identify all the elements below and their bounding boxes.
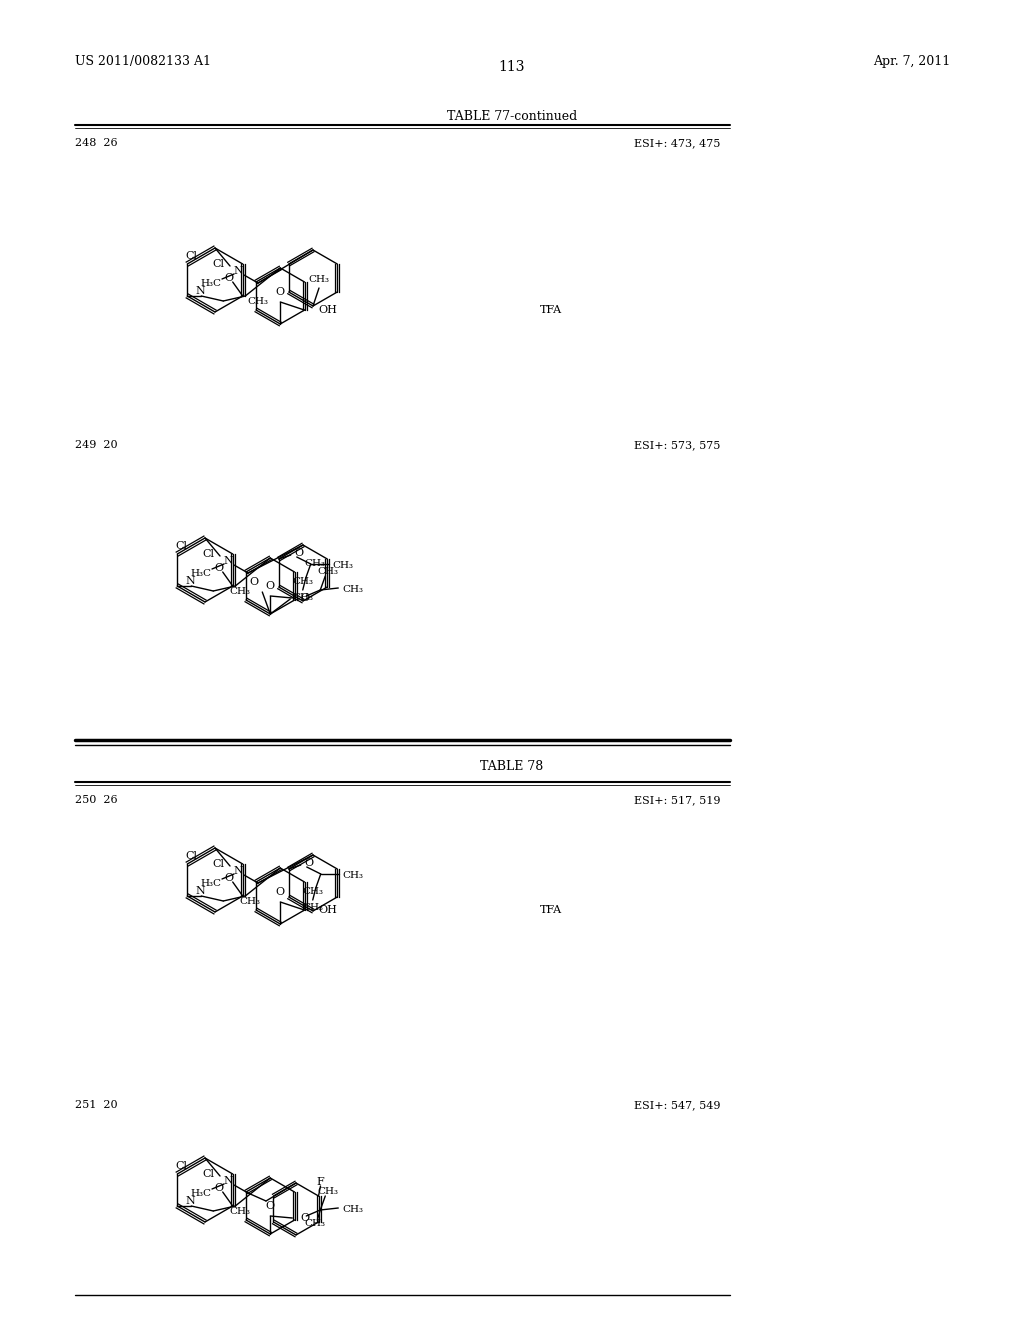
Text: O: O <box>250 577 259 587</box>
Text: CH₃: CH₃ <box>240 896 260 906</box>
Text: N: N <box>223 1176 232 1185</box>
Text: ESI+: 473, 475: ESI+: 473, 475 <box>634 139 720 148</box>
Text: 113: 113 <box>499 59 525 74</box>
Text: N: N <box>196 286 205 296</box>
Text: CH₃: CH₃ <box>342 1205 364 1214</box>
Text: CH₃: CH₃ <box>305 560 326 569</box>
Text: O: O <box>305 858 314 869</box>
Text: TABLE 78: TABLE 78 <box>480 760 544 774</box>
Text: N: N <box>233 267 243 276</box>
Text: O: O <box>214 1183 223 1193</box>
Text: O: O <box>275 887 285 898</box>
Text: H₃C: H₃C <box>200 879 221 887</box>
Text: CH₃: CH₃ <box>229 1206 251 1216</box>
Text: ESI+: 547, 549: ESI+: 547, 549 <box>634 1100 720 1110</box>
Text: CH₃: CH₃ <box>302 903 324 912</box>
Text: OH: OH <box>318 906 337 915</box>
Text: O: O <box>295 548 304 558</box>
Text: US 2011/0082133 A1: US 2011/0082133 A1 <box>75 55 211 69</box>
Text: Cl: Cl <box>203 1170 215 1179</box>
Text: N: N <box>185 1196 195 1206</box>
Text: H₃C: H₃C <box>190 1188 211 1197</box>
Text: H₃C: H₃C <box>190 569 211 578</box>
Text: 251  20: 251 20 <box>75 1100 118 1110</box>
Text: Cl: Cl <box>175 541 187 550</box>
Text: CH₃: CH₃ <box>292 578 313 586</box>
Text: CH₃: CH₃ <box>302 887 324 896</box>
Text: CH₃: CH₃ <box>317 1188 339 1196</box>
Text: CH₃: CH₃ <box>248 297 268 305</box>
Text: Cl: Cl <box>175 1162 187 1171</box>
Text: Cl: Cl <box>213 259 224 269</box>
Text: OH: OH <box>318 305 337 315</box>
Text: TFA: TFA <box>540 305 562 315</box>
Text: O: O <box>214 564 223 573</box>
Text: F: F <box>316 1177 325 1187</box>
Text: N: N <box>185 576 195 586</box>
Text: O: O <box>275 286 285 297</box>
Text: 249  20: 249 20 <box>75 440 118 450</box>
Text: Cl: Cl <box>185 851 197 861</box>
Text: N: N <box>233 866 243 876</box>
Text: O: O <box>265 1201 274 1210</box>
Text: Cl: Cl <box>213 859 224 869</box>
Text: O: O <box>300 593 309 603</box>
Text: O: O <box>224 873 233 883</box>
Text: ESI+: 573, 575: ESI+: 573, 575 <box>634 440 720 450</box>
Text: Apr. 7, 2011: Apr. 7, 2011 <box>872 55 950 69</box>
Text: CH₃: CH₃ <box>317 568 339 577</box>
Text: N: N <box>223 556 232 566</box>
Text: O: O <box>300 1213 309 1224</box>
Text: O: O <box>224 273 233 282</box>
Text: CH₃: CH₃ <box>342 586 364 594</box>
Text: O: O <box>265 581 274 591</box>
Text: H₃C: H₃C <box>200 279 221 288</box>
Text: Cl: Cl <box>185 251 197 261</box>
Text: CH₃: CH₃ <box>333 561 353 570</box>
Text: N: N <box>196 886 205 896</box>
Text: TABLE 77-continued: TABLE 77-continued <box>446 110 578 123</box>
Text: Cl: Cl <box>203 549 215 558</box>
Text: CH₃: CH₃ <box>292 594 313 602</box>
Text: CH₃: CH₃ <box>305 1220 326 1229</box>
Text: CH₃: CH₃ <box>229 586 251 595</box>
Text: CH₃: CH₃ <box>308 276 330 285</box>
Text: CH₃: CH₃ <box>343 871 364 880</box>
Text: 248  26: 248 26 <box>75 139 118 148</box>
Text: TFA: TFA <box>540 906 562 915</box>
Text: ESI+: 517, 519: ESI+: 517, 519 <box>634 795 720 805</box>
Text: 250  26: 250 26 <box>75 795 118 805</box>
